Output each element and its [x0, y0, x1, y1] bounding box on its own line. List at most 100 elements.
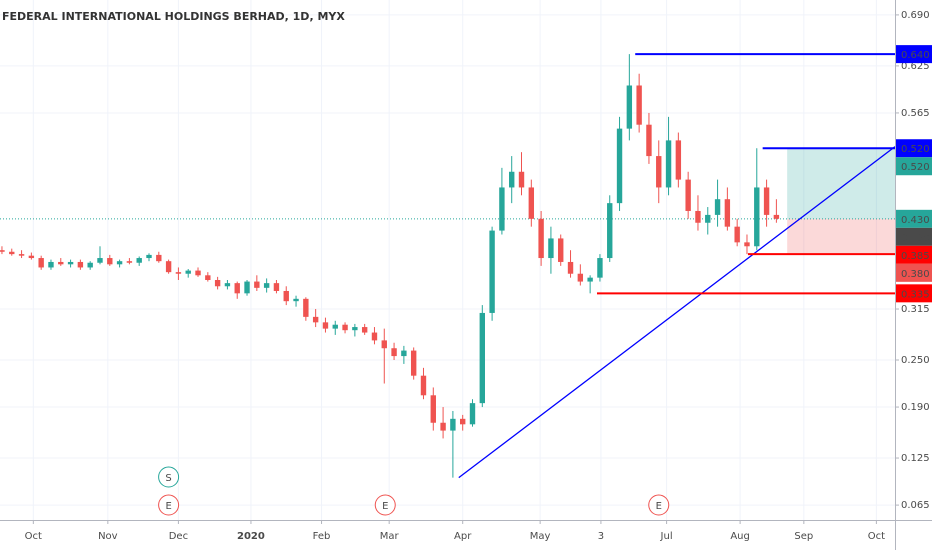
candle-body [548, 238, 554, 259]
candle-body [714, 199, 721, 215]
candle-body [763, 187, 770, 215]
candle-body [420, 375, 427, 396]
candle-body [705, 214, 711, 223]
candle-body [332, 324, 338, 329]
y-tick-label: 0.125 [901, 453, 930, 464]
candle-body [303, 298, 309, 317]
candle-body [175, 272, 182, 274]
candle-body [205, 275, 211, 280]
candle-body [322, 322, 329, 329]
candle-body [440, 422, 446, 431]
candle-body [558, 238, 564, 262]
stop-zone [787, 218, 895, 255]
price-label-box [896, 245, 932, 264]
price-label: 0.380 [901, 269, 930, 280]
x-tick-label: May [530, 531, 551, 542]
candle-body [410, 350, 417, 376]
x-tick-label: 2020 [237, 531, 265, 542]
candle-body [87, 262, 93, 268]
candle-body [165, 261, 172, 273]
price-label: 0.430 [901, 233, 930, 244]
y-tick-label: 0.190 [901, 402, 930, 413]
candle-body [361, 327, 368, 333]
candle-body [509, 171, 515, 188]
candle-body [665, 140, 672, 188]
candle-body [724, 199, 731, 227]
event-marker [158, 494, 180, 516]
candle-body [224, 283, 231, 287]
y-tick-label: 0.625 [901, 61, 930, 72]
price-label-box [896, 209, 932, 228]
candle-body [234, 283, 240, 294]
candle-body [97, 258, 103, 263]
price-label-box [896, 284, 932, 303]
candle-body [136, 258, 142, 263]
candle-body [734, 226, 740, 243]
price-label-box [896, 263, 932, 282]
candle-body [773, 214, 780, 219]
price-label: 0.335 [901, 289, 930, 300]
chart-title: FEDERAL INTERNATIONAL HOLDINGS BERHAD, 1… [2, 10, 345, 23]
event-label: E [165, 501, 171, 512]
event-label: E [656, 501, 662, 512]
candle-body [646, 124, 652, 157]
x-tick-label: Apr [454, 531, 472, 542]
x-tick-label: Dec [169, 531, 188, 542]
price-label: 0.430 [901, 215, 930, 226]
x-tick-label: Nov [98, 531, 118, 542]
x-tick-label: Sep [794, 531, 813, 542]
candle-body [499, 187, 505, 231]
candle-body [675, 140, 682, 180]
candle-body [352, 327, 358, 331]
y-tick-label: 0.065 [901, 500, 930, 511]
candle-body [616, 128, 623, 204]
trend-line [458, 146, 896, 479]
y-tick-label: 0.565 [901, 108, 930, 119]
candle-body [67, 261, 74, 265]
candle-body [28, 255, 35, 259]
x-tick-label: Jul [660, 531, 673, 542]
candle-body [656, 156, 662, 188]
candle-body [401, 350, 407, 357]
candle-body [77, 261, 84, 268]
candle-body [391, 348, 397, 357]
candle-body [126, 261, 133, 263]
candle-body [538, 218, 544, 259]
event-label: S [165, 473, 171, 484]
candle-body [156, 254, 162, 262]
candle-body [48, 261, 54, 268]
price-label: 0.640 [901, 50, 930, 61]
event-label: E [382, 501, 388, 512]
x-tick-label: Oct [868, 531, 885, 542]
candle-body [567, 261, 574, 274]
candle-body [381, 340, 387, 349]
candle-body [18, 254, 25, 256]
candle-body [744, 242, 750, 247]
x-tick-label: Mar [380, 531, 400, 542]
price-label-box [896, 157, 932, 176]
x-tick-label: Oct [25, 531, 42, 542]
candle-body [342, 324, 348, 331]
candle-body [9, 251, 15, 255]
candle-body [636, 85, 642, 125]
candle-body [107, 258, 113, 265]
candle-body [146, 254, 152, 259]
candle-body [459, 418, 466, 425]
candle-body [244, 281, 250, 294]
x-tick-label: Aug [730, 531, 750, 542]
candle-body [273, 283, 280, 291]
price-label-box [896, 139, 932, 158]
candle-body [254, 281, 260, 288]
candle-body [283, 290, 289, 302]
candle-body [528, 187, 535, 219]
time-axis-bg [0, 520, 895, 550]
price-label-box [896, 227, 932, 246]
candle-body [195, 270, 201, 276]
candle-body [430, 395, 436, 423]
y-tick-label: 0.250 [901, 355, 930, 366]
candle-body [38, 258, 44, 268]
candle-body [695, 210, 701, 223]
candle-body [597, 258, 603, 278]
candle-body [479, 312, 485, 404]
